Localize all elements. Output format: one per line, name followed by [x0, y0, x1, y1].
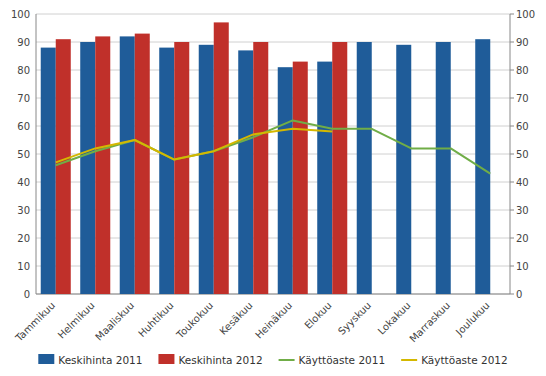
- line: [56, 129, 333, 163]
- x-tick-label: Huhtikuu: [136, 300, 176, 340]
- bar: [436, 42, 451, 294]
- y2-tick: [510, 70, 514, 71]
- bar: [238, 50, 253, 294]
- x-tick-label: Elokuu: [302, 300, 333, 331]
- y2-tick: [510, 294, 514, 295]
- y2-tick: [510, 238, 514, 239]
- y2-tick-label: 20: [516, 233, 529, 244]
- x-tick-label: Maaliskuu: [93, 300, 136, 343]
- y2-tick: [510, 210, 514, 211]
- x-tick-label: Heinäkuu: [253, 300, 294, 341]
- y2-tick-label: 100: [516, 9, 535, 20]
- y-tick-label: 60: [17, 121, 30, 132]
- bar: [214, 22, 229, 294]
- legend-label: Käyttöaste 2011: [299, 354, 386, 366]
- legend-swatch: [279, 359, 295, 361]
- y-tick-label: 80: [17, 65, 30, 76]
- legend-swatch: [38, 354, 54, 364]
- y-tick-label: 50: [17, 149, 30, 160]
- bar: [317, 62, 332, 294]
- y2-tick: [510, 266, 514, 267]
- y2-tick-label: 30: [516, 205, 529, 216]
- x-tick-label: Helmikuu: [56, 300, 97, 341]
- bar: [174, 42, 189, 294]
- bar: [120, 36, 135, 294]
- x-tick-label: Tammikuu: [13, 300, 58, 345]
- line: [56, 120, 491, 173]
- y2-tick-label: 80: [516, 65, 529, 76]
- legend-swatch: [158, 354, 174, 364]
- bar: [95, 36, 110, 294]
- grid-line: [36, 14, 510, 15]
- y2-tick: [510, 42, 514, 43]
- y-tick-label: 30: [17, 205, 30, 216]
- x-tick-label: Lokakuu: [376, 300, 413, 337]
- y2-tick-label: 40: [516, 177, 529, 188]
- y-tick-label: 90: [17, 37, 30, 48]
- legend: Keskihinta 2011 Keskihinta 2012 Käyttöaste…: [38, 354, 507, 366]
- bar: [396, 45, 411, 294]
- bar: [135, 34, 150, 294]
- y2-tick-label: 70: [516, 93, 529, 104]
- grid: [36, 14, 510, 294]
- y-tick-label: 10: [17, 261, 30, 272]
- y2-tick: [510, 14, 514, 15]
- legend-label: Keskihinta 2011: [58, 354, 142, 366]
- y2-tick-label: 10: [516, 261, 529, 272]
- legend-label: Keskihinta 2012: [178, 354, 262, 366]
- x-tick-label: Marraskuu: [407, 300, 452, 345]
- bar: [199, 45, 214, 294]
- y2-tick: [510, 126, 514, 127]
- y2-tick-label: 0: [516, 289, 522, 300]
- y2-tick-label: 50: [516, 149, 529, 160]
- y2-tick-label: 90: [516, 37, 529, 48]
- y-axis: [36, 14, 37, 294]
- bar: [357, 42, 372, 294]
- y2-axis: [510, 14, 511, 294]
- y-tick-label: 0: [24, 289, 30, 300]
- y-tick-label: 100: [11, 9, 30, 20]
- bar: [80, 42, 95, 294]
- bar: [332, 42, 347, 294]
- y2-tick: [510, 182, 514, 183]
- x-tick-label: Toukokuu: [174, 300, 215, 341]
- y2-tick-label: 60: [516, 121, 529, 132]
- plot-area: [41, 22, 491, 294]
- legend-label: Käyttöaste 2012: [421, 354, 508, 366]
- bar: [56, 39, 71, 294]
- y-tick-label: 40: [17, 177, 30, 188]
- legend-swatch: [401, 359, 417, 361]
- x-tick-label: Joulukuu: [453, 300, 492, 339]
- bar: [293, 62, 308, 294]
- bar: [159, 48, 174, 294]
- x-tick-label: Kesäkuu: [217, 300, 254, 337]
- y-tick-label: 70: [17, 93, 30, 104]
- bar: [41, 48, 56, 294]
- bar: [253, 42, 268, 294]
- x-tick-label: Syyskuu: [336, 300, 373, 337]
- bar: [278, 67, 293, 294]
- chart: 0 10 20 30 40 50 60 70 80 90 100 0 10 20 30 40 50 60 70 80 9…: [0, 0, 546, 376]
- y2-tick: [510, 154, 514, 155]
- y-tick-label: 20: [17, 233, 30, 244]
- y2-tick: [510, 98, 514, 99]
